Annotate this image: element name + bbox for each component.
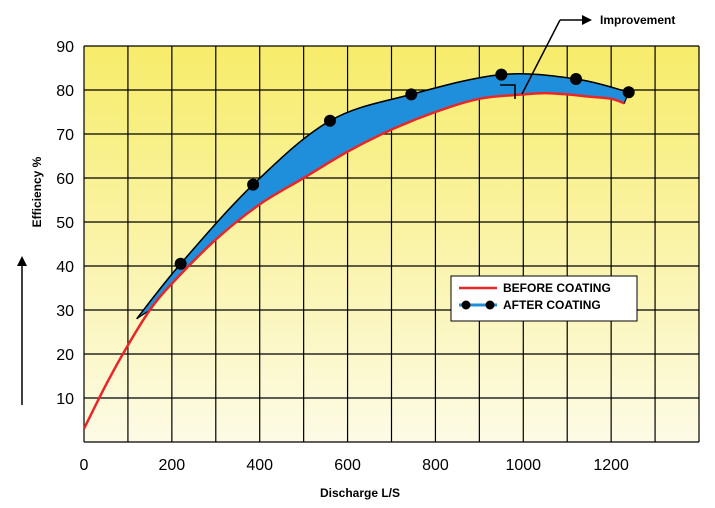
annotation-label: Improvement bbox=[600, 13, 675, 27]
after-coating-point bbox=[622, 86, 635, 99]
y-tick-label: 30 bbox=[56, 303, 74, 320]
series-line-before-coating bbox=[82, 91, 625, 430]
x-tick-labels: 0 200 400 600 800 1000 1200 bbox=[80, 457, 629, 474]
after-coating-point bbox=[174, 257, 187, 270]
legend-label-after: AFTER COATING bbox=[503, 298, 601, 312]
y-tick-label: 20 bbox=[56, 347, 74, 364]
legend-marker-after-1 bbox=[461, 300, 471, 310]
series-line-after-coating bbox=[136, 73, 629, 320]
x-tick-label: 1000 bbox=[505, 457, 541, 474]
after-coating-point bbox=[405, 88, 418, 101]
y-tick-label: 80 bbox=[56, 83, 74, 100]
y-tick-label: 90 bbox=[56, 39, 74, 56]
x-axis-label: Discharge L/S bbox=[320, 486, 400, 500]
annotation-bracket bbox=[500, 84, 516, 99]
y-tick-label: 60 bbox=[56, 171, 74, 188]
x-tick-label: 400 bbox=[246, 457, 273, 474]
after-coating-point bbox=[247, 178, 260, 191]
x-tick-label: 600 bbox=[334, 457, 361, 474]
annotation-leader-line bbox=[521, 19, 561, 95]
y-tick-label: 40 bbox=[56, 259, 74, 276]
x-tick-label: 0 bbox=[80, 457, 89, 474]
legend-box bbox=[450, 275, 638, 322]
series-lines bbox=[82, 73, 629, 430]
legend-label-before: BEFORE COATING bbox=[503, 281, 611, 295]
y-axis-label: Efficiency % bbox=[30, 156, 44, 227]
legend: BEFORE COATING AFTER COATING bbox=[450, 275, 638, 322]
legend-marker-after-2 bbox=[485, 300, 495, 310]
y-tick-label: 50 bbox=[56, 215, 74, 232]
after-coating-point bbox=[324, 114, 336, 127]
y-tick-label: 70 bbox=[56, 127, 74, 144]
y-tick-label: 10 bbox=[56, 391, 74, 408]
x-tick-label: 200 bbox=[159, 457, 186, 474]
x-tick-label: 1200 bbox=[593, 457, 629, 474]
data-points bbox=[174, 68, 635, 270]
y-tick-labels: 10 20 30 40 50 60 70 80 90 bbox=[56, 39, 74, 408]
after-coating-point bbox=[495, 68, 508, 81]
x-tick-label: 800 bbox=[422, 457, 449, 474]
after-coating-point bbox=[570, 73, 582, 85]
